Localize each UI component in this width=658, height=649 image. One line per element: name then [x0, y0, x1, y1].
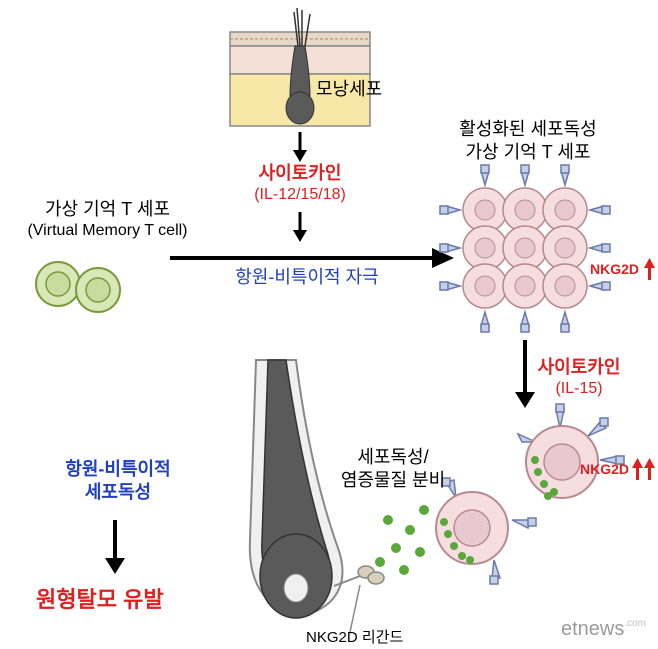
effector-cells-icon	[436, 404, 624, 584]
up-arrow-single-icon	[644, 258, 655, 280]
watermark: etnews.com	[561, 618, 646, 641]
antigen-nonspecific-stim-label: 항원-비특이적 자극	[222, 266, 392, 289]
watermark-text: etnews	[561, 618, 624, 640]
follicle-cell-label: 모낭세포	[316, 78, 382, 101]
cytokine-top-label: 사이토카인	[250, 162, 350, 185]
pink-cell-cluster-icon	[440, 165, 610, 332]
cytokine-top-sub-label: (IL-12/15/18)	[250, 185, 350, 206]
vm-tcell-ko-label: 가상 기억 T 세포	[20, 198, 195, 221]
activated-header-line1: 활성화된 세포독성	[428, 118, 628, 141]
arrow-cytokine-to-axis	[293, 212, 307, 242]
cytotoxic-secretion-line2: 염증물질 분비	[328, 469, 458, 492]
antigen-cyto-line1: 항원-비특이적	[48, 458, 188, 481]
nkg2d-double-label: NKG2D	[580, 460, 629, 478]
arrow-skin-to-cytokine	[293, 132, 307, 162]
nkg2d-ligand-icon	[334, 566, 384, 632]
green-cells-icon	[36, 262, 120, 312]
main-arrow	[170, 248, 454, 268]
skin-follicle-icon	[230, 8, 370, 126]
up-arrow-double-icon	[632, 458, 655, 480]
alopecia-label: 원형탈모 유발	[36, 586, 164, 615]
arrow-cluster-to-effector	[515, 340, 535, 408]
cytokine-mid-sub-label: (IL-15)	[534, 379, 624, 400]
antigen-cyto-line2: 세포독성	[48, 481, 188, 504]
vm-tcell-en-label: (Virtual Memory T cell)	[20, 221, 195, 242]
nkg2d-ligand-label: NKG2D 리간드	[306, 628, 403, 648]
watermark-sub: .com	[624, 618, 646, 629]
arrow-to-alopecia	[105, 520, 125, 574]
secreted-granules-icon	[375, 505, 429, 575]
cytotoxic-secretion-line1: 세포독성/	[328, 446, 458, 469]
activated-header-line2: 가상 기억 T 세포	[428, 141, 628, 164]
cytokine-mid-label: 사이토카인	[534, 356, 624, 379]
nkg2d-single-label: NKG2D	[590, 260, 639, 278]
